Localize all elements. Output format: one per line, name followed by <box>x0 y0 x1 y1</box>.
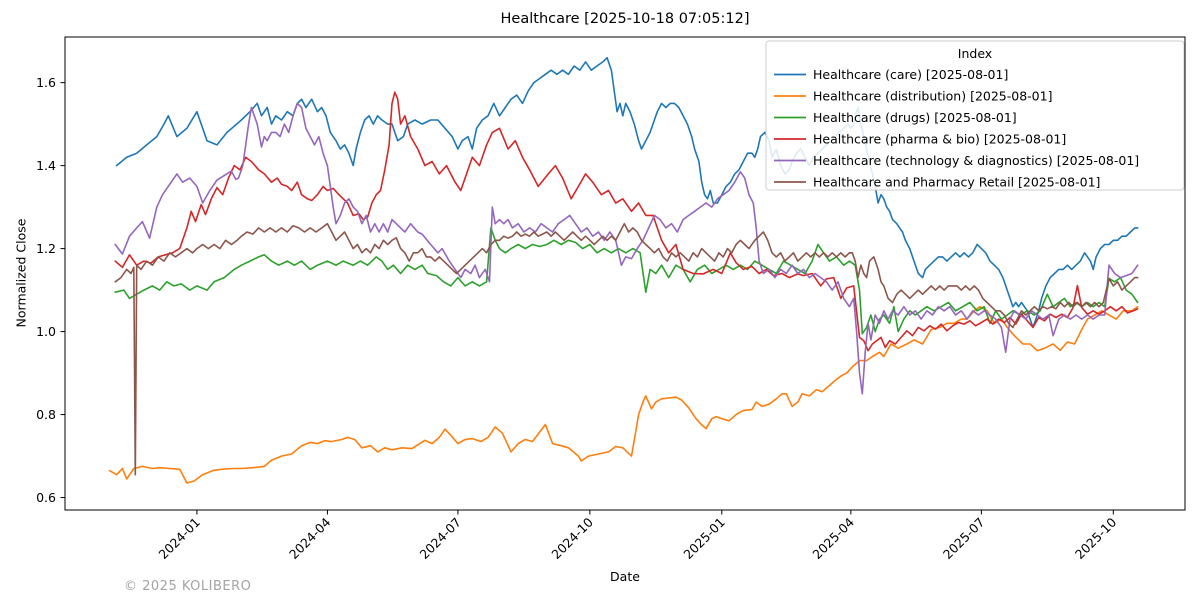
legend-item-care: Healthcare (care) [2025-08-01] <box>774 67 1008 82</box>
y-tick-label: 0.8 <box>36 407 56 422</box>
x-tick-label: 2025-01 <box>680 515 728 563</box>
plot-border <box>64 36 1186 511</box>
x-tick-label: 2024-07 <box>417 515 465 563</box>
legend-label: Healthcare and Pharmacy Retail [2025-08-… <box>813 175 1100 190</box>
legend-title: Index <box>958 46 992 61</box>
legend-item-technology-diagnostics: Healthcare (technology & diagnostics) [2… <box>774 153 1139 168</box>
legend-label: Healthcare (drugs) [2025-08-01] <box>813 110 1017 125</box>
legend-box <box>765 40 1185 191</box>
y-tick-label: 1.2 <box>36 241 56 256</box>
y-axis-label: Normalized Close <box>13 218 29 328</box>
x-tick-label: 2025-07 <box>940 515 988 563</box>
legend-label: Healthcare (pharma & bio) [2025-08-01] <box>813 132 1066 147</box>
series-line-drugs <box>114 227 1139 335</box>
legend-label: Healthcare (distribution) [2025-08-01] <box>813 89 1052 104</box>
x-tick-label: 2025-04 <box>809 514 857 562</box>
y-tick-label: 1.6 <box>36 75 56 90</box>
legend-item-distribution: Healthcare (distribution) [2025-08-01] <box>774 89 1052 104</box>
legend-item-pharma-bio: Healthcare (pharma & bio) [2025-08-01] <box>774 132 1066 147</box>
y-tick-label: 0.6 <box>36 490 56 505</box>
x-tick-label: 2024-01 <box>156 515 204 563</box>
x-tick-label: 2025-10 <box>1072 514 1120 562</box>
copyright-watermark: © 2025 KOLIBERO <box>124 579 252 594</box>
legend: Index Healthcare (care) [2025-08-01] Healt… <box>765 40 1185 191</box>
legend-item-drugs: Healthcare (drugs) [2025-08-01] <box>774 110 1017 125</box>
x-tick-label: 2024-04 <box>286 514 334 562</box>
series-line-pharma-bio <box>114 91 1139 352</box>
legend-item-pharmacy-retail: Healthcare and Pharmacy Retail [2025-08-… <box>774 175 1100 190</box>
legend-label: Healthcare (technology & diagnostics) [2… <box>813 153 1139 168</box>
legend-label: Healthcare (care) [2025-08-01] <box>813 67 1008 82</box>
series-line-pharmacy-retail <box>114 222 1139 476</box>
y-tick-label: 1.0 <box>36 324 56 339</box>
series-line-care <box>115 56 1139 329</box>
x-axis-label: Date <box>610 569 640 584</box>
x-tick-label: 2024-10 <box>548 514 596 562</box>
series-line-technology-diagnostics <box>114 102 1139 395</box>
y-tick-label: 1.4 <box>36 158 56 173</box>
chart-title: Healthcare [2025-10-18 07:05:12] <box>500 11 750 27</box>
